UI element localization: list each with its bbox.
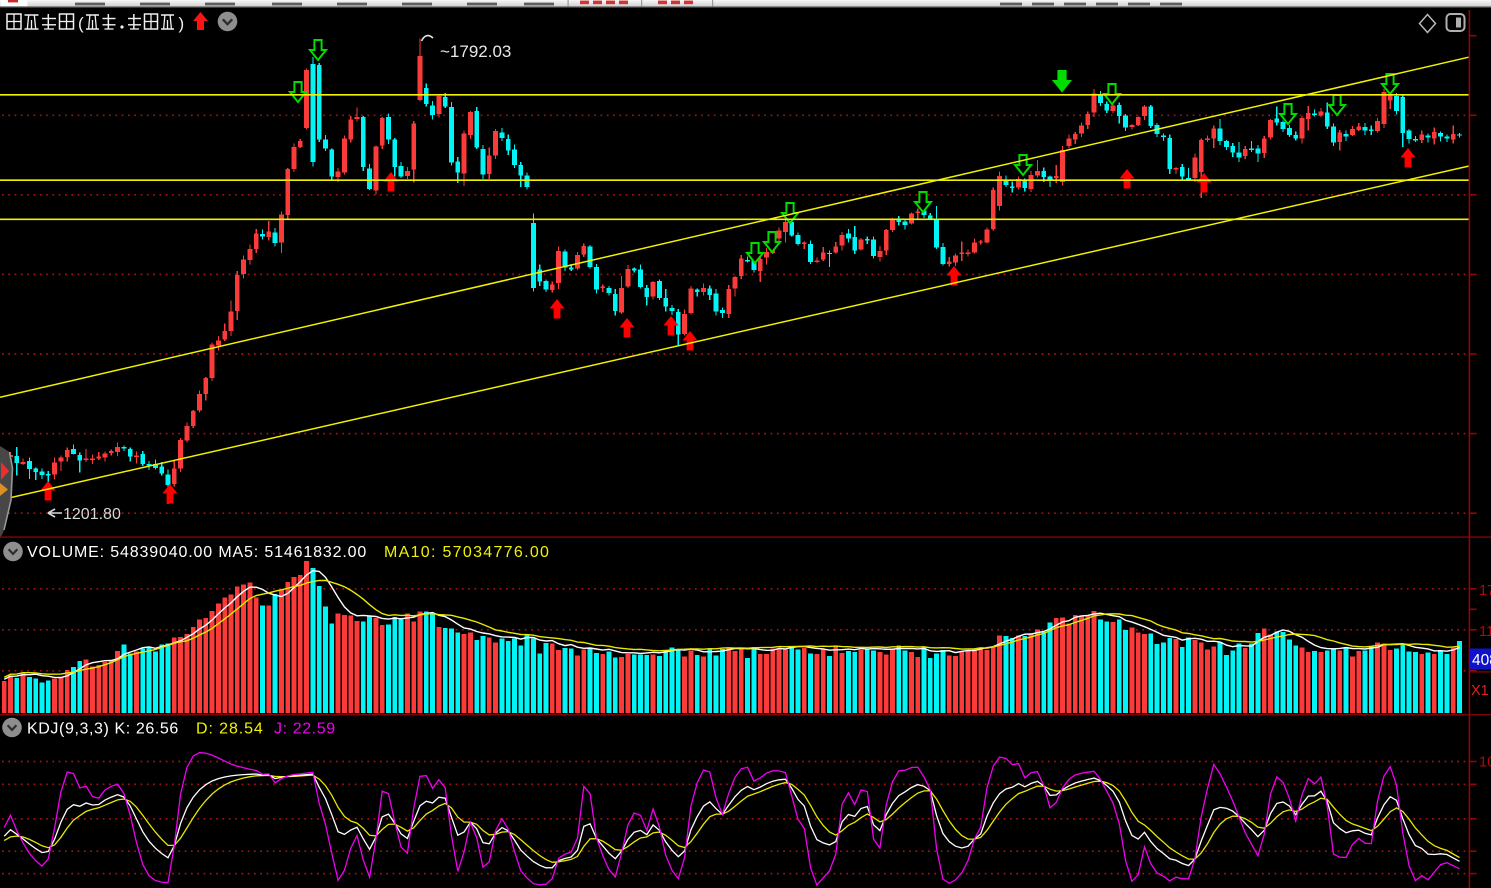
svg-text:D: 28.54: D: 28.54	[196, 721, 264, 738]
svg-text:X1: X1	[1471, 683, 1489, 699]
svg-text:408: 408	[1472, 652, 1491, 669]
svg-text:11: 11	[1479, 624, 1491, 640]
svg-text:17: 17	[1479, 583, 1491, 599]
svg-text:~1792.03: ~1792.03	[440, 42, 511, 61]
svg-text:(: (	[78, 14, 84, 33]
svg-text:KDJ(9,3,3) K: 26.56: KDJ(9,3,3) K: 26.56	[27, 721, 179, 738]
svg-text:10: 10	[1479, 755, 1491, 771]
svg-text:J: 22.59: J: 22.59	[274, 721, 336, 738]
svg-text:1201.80: 1201.80	[63, 506, 121, 523]
svg-text:VOLUME: 54839040.00 MA5: 5146: VOLUME: 54839040.00 MA5: 51461832.00	[27, 544, 367, 561]
svg-text:MA10: 57034776.00: MA10: 57034776.00	[384, 544, 550, 561]
svg-text:): )	[179, 14, 185, 33]
